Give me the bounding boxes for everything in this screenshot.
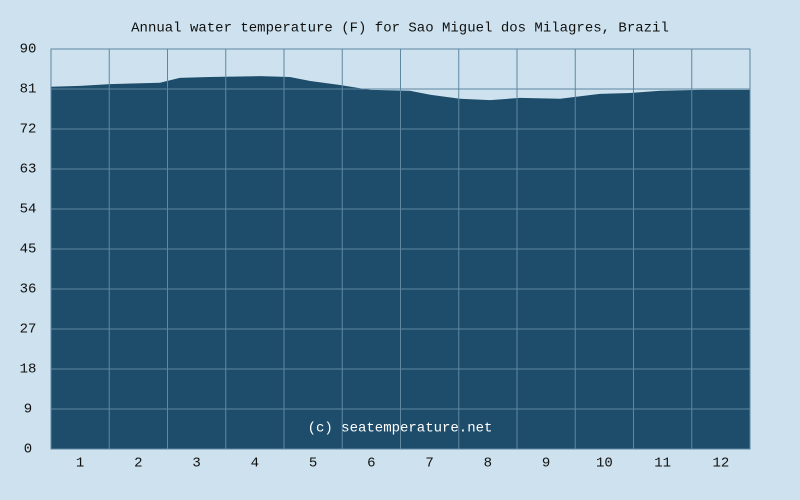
x-tick-label: 4	[251, 456, 259, 472]
y-tick-label: 45	[20, 242, 37, 258]
y-tick-label: 81	[20, 82, 37, 98]
y-tick-label: 18	[20, 362, 37, 378]
x-tick-label: 12	[712, 456, 729, 472]
plot-border	[50, 48, 751, 450]
y-tick-label: 9	[24, 402, 32, 418]
x-tick-label: 10	[596, 456, 613, 472]
x-tick-label: 2	[134, 456, 142, 472]
chart-title: Annual water temperature (F) for Sao Mig…	[131, 21, 669, 37]
x-tick-label: 6	[367, 456, 375, 472]
x-tick-label: 7	[425, 456, 433, 472]
y-tick-label: 90	[20, 42, 37, 58]
x-tick-label: 8	[484, 456, 492, 472]
y-tick-label: 0	[24, 442, 32, 458]
x-tick-label: 9	[542, 456, 550, 472]
x-tick-label: 5	[309, 456, 317, 472]
x-tick-label: 11	[654, 456, 671, 472]
annotation: (c) seatemperature.net	[308, 421, 493, 437]
y-tick-label: 54	[20, 202, 37, 218]
y-tick-label: 63	[20, 162, 37, 178]
y-tick-label: 36	[20, 282, 37, 298]
y-tick-label: 72	[20, 122, 37, 138]
x-tick-label: 1	[76, 456, 84, 472]
y-tick-label: 27	[20, 322, 37, 338]
x-tick-label: 3	[192, 456, 200, 472]
